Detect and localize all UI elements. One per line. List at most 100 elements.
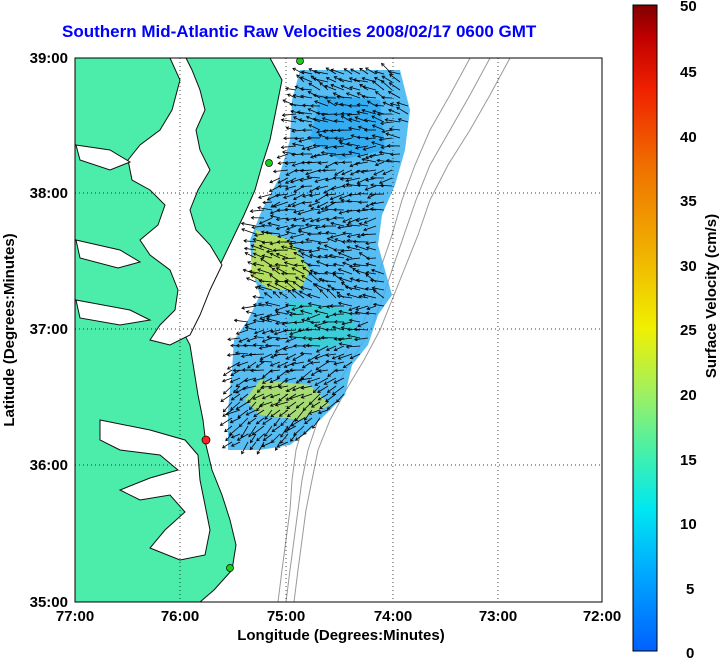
- velocity-arrow: [334, 169, 345, 176]
- velocity-arrow: [250, 433, 257, 443]
- velocity-arrowhead: [241, 386, 246, 391]
- velocity-arrow: [396, 106, 409, 115]
- velocity-arrow: [256, 417, 265, 425]
- velocity-arrow: [361, 109, 377, 115]
- velocity-arrow: [306, 116, 321, 123]
- velocity-arrowhead: [284, 378, 288, 383]
- velocity-arrow: [254, 233, 265, 236]
- velocity-arrow: [256, 433, 265, 442]
- velocity-arrow: [271, 267, 281, 275]
- velocity-arrow: [356, 279, 369, 283]
- velocity-arrow: [285, 87, 297, 91]
- velocity-arrowhead: [264, 433, 268, 437]
- velocity-arrow: [237, 361, 249, 366]
- velocity-arrow: [343, 361, 353, 368]
- velocity-arrow: [305, 239, 321, 243]
- velocity-arrow: [381, 63, 393, 75]
- velocity-arrowhead: [352, 267, 356, 272]
- velocity-arrow: [357, 321, 369, 327]
- velocity-arrow: [286, 311, 297, 315]
- velocity-arrow: [353, 263, 369, 267]
- velocity-arrow: [340, 177, 353, 180]
- velocity-arrow: [355, 169, 369, 173]
- velocity-arrow: [366, 312, 377, 315]
- velocity-arrowhead: [295, 405, 300, 409]
- velocity-arrow: [346, 293, 361, 299]
- velocity-arrowhead: [264, 301, 269, 305]
- velocity-arrowhead: [307, 302, 312, 306]
- velocity-arrowhead: [293, 116, 297, 120]
- velocity-arrow: [294, 137, 305, 140]
- velocity-arrowhead: [346, 142, 350, 146]
- velocity-arrow: [355, 145, 369, 149]
- velocity-arrow: [300, 95, 313, 99]
- velocity-arrow: [369, 153, 385, 158]
- velocity-arrowhead: [342, 261, 346, 266]
- velocity-arrow: [273, 201, 289, 208]
- velocity-arrow: [300, 369, 313, 380]
- velocity-arrowhead: [333, 119, 338, 123]
- velocity-arrow: [286, 337, 297, 342]
- velocity-arrowhead: [286, 93, 291, 98]
- velocity-arrowhead: [283, 136, 287, 141]
- velocity-arrowhead: [244, 322, 249, 327]
- velocity-arrow: [365, 241, 377, 244]
- velocity-arrow: [260, 258, 273, 267]
- velocity-arrow: [385, 119, 401, 123]
- velocity-arrow: [234, 319, 249, 323]
- velocity-arrowhead: [252, 262, 257, 266]
- velocity-arrowhead: [336, 291, 341, 295]
- velocity-arrow: [298, 137, 313, 142]
- velocity-arrow: [268, 385, 281, 389]
- velocity-arrowhead: [315, 349, 320, 353]
- velocity-arrow: [348, 305, 361, 311]
- velocity-arrowhead: [340, 249, 345, 253]
- velocity-arrowhead: [280, 433, 284, 438]
- velocity-arrow: [334, 369, 345, 371]
- velocity-arrow: [243, 344, 257, 347]
- velocity-arrowhead: [325, 314, 329, 319]
- velocity-arrowhead: [252, 252, 257, 257]
- velocity-arrowhead: [331, 355, 336, 360]
- velocity-arrowhead: [357, 323, 361, 328]
- velocity-arrowhead: [317, 231, 322, 235]
- velocity-arrow: [326, 345, 337, 351]
- velocity-arrowhead: [348, 126, 352, 131]
- velocity-arrowhead: [292, 357, 297, 361]
- velocity-arrowhead: [317, 397, 322, 401]
- velocity-arrowhead: [285, 126, 290, 131]
- velocity-arrow: [261, 441, 273, 447]
- velocity-arrowhead: [329, 235, 334, 239]
- velocity-arrow: [373, 169, 385, 176]
- velocity-arrowhead: [309, 189, 313, 193]
- velocity-arrow: [342, 321, 353, 325]
- velocity-arrowhead: [306, 175, 310, 179]
- velocity-arrowhead: [299, 351, 304, 356]
- velocity-arrow: [334, 145, 345, 148]
- velocity-arrowhead: [356, 180, 361, 184]
- velocity-arrowhead: [340, 199, 345, 203]
- velocity-arrowhead: [340, 111, 344, 116]
- velocity-arrowhead: [302, 128, 306, 133]
- velocity-arrow: [341, 200, 353, 203]
- velocity-arrowhead: [275, 217, 280, 222]
- velocity-arrowhead: [310, 207, 315, 211]
- velocity-arrow: [317, 385, 329, 393]
- velocity-arrow: [307, 264, 321, 267]
- velocity-arrowhead: [252, 303, 257, 307]
- velocity-arrow: [256, 361, 265, 368]
- velocity-arrowhead: [324, 205, 329, 209]
- velocity-arrow: [294, 264, 305, 267]
- velocity-arrowhead: [286, 239, 290, 244]
- velocity-arrowhead: [333, 361, 338, 366]
- velocity-arrowhead: [379, 180, 383, 184]
- velocity-arrowhead: [382, 101, 387, 105]
- velocity-arrowhead: [235, 390, 240, 394]
- velocity-arrowhead: [324, 84, 328, 89]
- velocity-arrowhead: [324, 95, 328, 100]
- velocity-arrow: [321, 152, 337, 155]
- velocity-arrow: [271, 425, 281, 433]
- velocity-arrowhead: [289, 396, 293, 400]
- velocity-arrow: [247, 261, 257, 267]
- velocity-arrow: [380, 121, 393, 124]
